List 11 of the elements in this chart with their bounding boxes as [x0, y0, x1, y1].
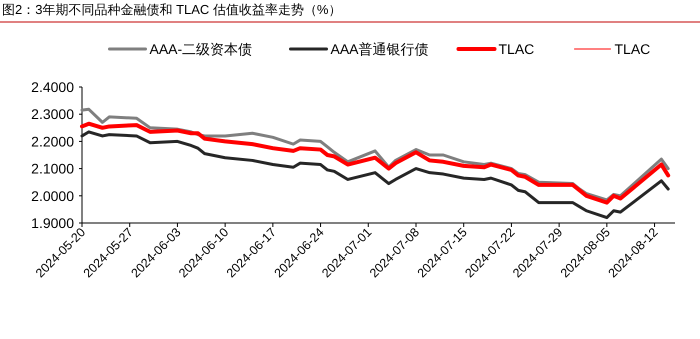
- legend-label: TLAC: [498, 41, 534, 57]
- legend-label: TLAC: [614, 41, 650, 57]
- title: 图2：3年期不同品种金融债和 TLAC 估值收益率走势（%）: [2, 2, 342, 17]
- legend-label: AAA-二级资本债: [150, 41, 252, 57]
- y-tick-label: 2.0000: [31, 188, 74, 204]
- y-tick-label: 2.1000: [31, 160, 74, 177]
- y-tick-label: 2.3000: [31, 106, 74, 122]
- y-tick-label: 2.2000: [31, 133, 74, 150]
- y-tick-label: 2.4000: [31, 79, 74, 95]
- y-tick-label: 1.9000: [31, 215, 74, 231]
- legend-label: AAA普通银行债: [330, 41, 429, 57]
